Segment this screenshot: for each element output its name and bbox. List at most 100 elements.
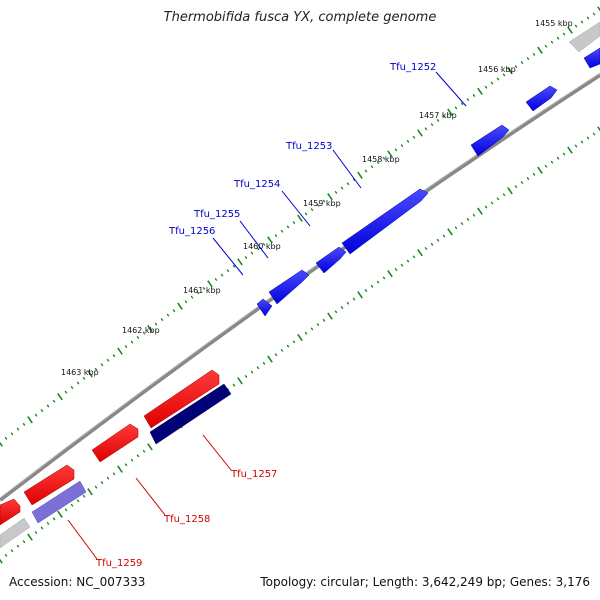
gene-label-tfu-1257[interactable]: Tfu_1257 xyxy=(230,469,277,480)
scale-minor-tick xyxy=(496,77,500,81)
scale-minor-tick xyxy=(250,251,254,255)
scale-minor-tick xyxy=(46,404,50,408)
scale-major-tick xyxy=(537,166,543,174)
scale-minor-tick xyxy=(322,199,326,203)
scale-minor-tick xyxy=(394,267,398,271)
scale-minor-tick xyxy=(124,463,128,467)
reverse-gene-red-a[interactable] xyxy=(143,369,220,429)
scale-minor-tick xyxy=(256,247,260,251)
scale-major-tick xyxy=(387,270,393,278)
scale-minor-tick xyxy=(394,148,398,152)
scale-major-tick xyxy=(537,46,543,54)
scale-minor-tick xyxy=(502,73,506,77)
scale-minor-tick xyxy=(436,238,440,242)
scale-minor-tick xyxy=(340,186,344,190)
forward-gene-grey[interactable] xyxy=(568,21,600,69)
scale-major-tick xyxy=(507,187,513,195)
gene-label-tfu-1258[interactable]: Tfu_1258 xyxy=(163,514,210,525)
scale-minor-tick xyxy=(280,348,284,352)
reverse-gene-tfu-1258[interactable] xyxy=(91,423,139,463)
scale-minor-tick xyxy=(34,413,38,417)
scale-minor-tick xyxy=(10,549,14,553)
scale-major-tick xyxy=(267,355,273,363)
scale-minor-tick xyxy=(262,242,266,246)
scale-minor-tick xyxy=(190,295,194,299)
scale-major-tick xyxy=(87,488,93,496)
scale-major-tick xyxy=(387,150,393,158)
forward-gene-tfu-1254[interactable] xyxy=(341,188,429,255)
reverse-gene-tfu-1257[interactable] xyxy=(149,383,232,445)
scale-minor-tick xyxy=(412,255,416,259)
scale-major-tick xyxy=(0,558,3,564)
scale-minor-tick xyxy=(352,178,356,182)
scale-major-tick xyxy=(267,236,273,244)
scale-minor-tick xyxy=(40,526,44,530)
scale-minor-tick xyxy=(382,156,386,160)
scale-minor-tick xyxy=(316,203,320,207)
scale-minor-tick xyxy=(22,540,26,544)
scale-minor-tick xyxy=(136,336,140,340)
scale-major-tick xyxy=(207,280,213,288)
scale-minor-tick xyxy=(592,12,596,16)
scale-minor-tick xyxy=(226,269,230,273)
scale-minor-tick xyxy=(112,472,116,476)
scale-minor-tick xyxy=(346,301,350,305)
scale-minor-tick xyxy=(424,246,428,251)
scale-minor-tick xyxy=(142,449,146,453)
scale-minor-tick xyxy=(316,323,320,327)
scale-minor-tick xyxy=(142,331,146,335)
gene-label-tfu-1255[interactable]: Tfu_1255 xyxy=(193,209,240,220)
forward-gene-tfu-1256[interactable] xyxy=(268,269,310,305)
scale-minor-tick xyxy=(466,217,470,221)
kbp-label: 1456 kbp xyxy=(478,65,516,74)
scale-minor-tick xyxy=(424,127,428,131)
scale-major-tick xyxy=(597,126,600,132)
gene-label-tfu-1253[interactable]: Tfu_1253 xyxy=(285,141,332,152)
scale-minor-tick xyxy=(544,44,548,48)
reverse-gene-edge-red[interactable] xyxy=(0,498,21,526)
scale-minor-tick xyxy=(220,273,224,277)
reverse-gene-red-b[interactable] xyxy=(23,464,75,506)
forward-gene-tfu-1252[interactable] xyxy=(525,85,558,112)
forward-gene-tfu-1255[interactable] xyxy=(315,246,347,274)
gene-label-tfu-1256[interactable]: Tfu_1256 xyxy=(168,226,215,237)
scale-minor-tick xyxy=(586,16,590,20)
scale-minor-tick xyxy=(280,229,284,233)
kbp-label: 1457 kbp xyxy=(419,111,457,120)
gene-label-tfu-1252[interactable]: Tfu_1252 xyxy=(389,62,436,73)
scale-minor-tick xyxy=(334,190,338,194)
scale-minor-tick xyxy=(304,212,308,216)
scale-minor-tick xyxy=(502,193,506,197)
gene-label-tfu-1259[interactable]: Tfu_1259 xyxy=(95,558,142,569)
scale-minor-tick xyxy=(52,399,56,403)
scale-minor-tick xyxy=(466,98,470,102)
scale-minor-tick xyxy=(124,345,128,349)
outer-scale-ticks xyxy=(0,6,600,447)
scale-minor-tick xyxy=(76,499,80,503)
forward-gene-small[interactable] xyxy=(256,298,273,317)
gene-label-tfu-1254[interactable]: Tfu_1254 xyxy=(233,179,280,190)
scale-minor-tick xyxy=(40,409,44,413)
scale-minor-tick xyxy=(580,20,584,24)
scale-minor-tick xyxy=(436,118,440,122)
reverse-gene-edge-grey[interactable] xyxy=(0,517,31,549)
forward-gene-tfu-1253[interactable] xyxy=(470,124,510,157)
scale-minor-tick xyxy=(484,85,488,89)
scale-minor-tick xyxy=(244,255,248,260)
scale-minor-tick xyxy=(556,156,560,160)
scale-major-tick xyxy=(567,26,573,34)
scale-major-tick xyxy=(117,347,123,355)
scale-minor-tick xyxy=(574,24,578,28)
scale-minor-tick xyxy=(100,363,104,367)
reverse-gene-tfu-1259[interactable] xyxy=(31,480,87,524)
inner-scale-ticks xyxy=(0,126,600,564)
scale-minor-tick xyxy=(292,221,296,225)
scale-major-tick xyxy=(87,370,93,378)
scale-minor-tick xyxy=(562,32,566,36)
scale-minor-tick xyxy=(460,102,464,106)
scale-minor-tick xyxy=(262,361,266,365)
kbp-label: 1459 kbp xyxy=(303,199,341,208)
scale-minor-tick xyxy=(490,201,494,205)
scale-minor-tick xyxy=(532,52,536,56)
